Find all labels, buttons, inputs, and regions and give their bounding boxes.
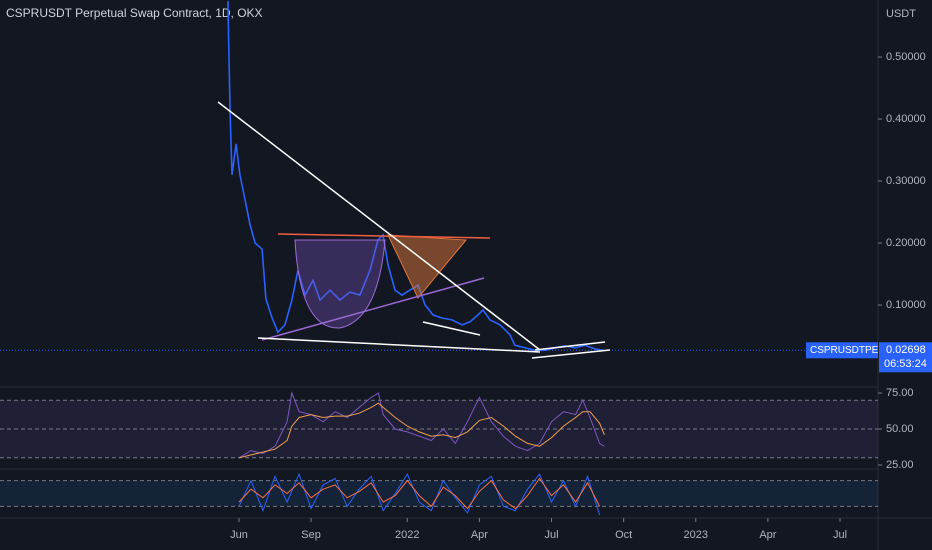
trend-line bbox=[531, 349, 611, 359]
y-tick-label: 0.30000 bbox=[886, 175, 926, 187]
trend-line bbox=[261, 277, 485, 341]
x-tick-label: 2023 bbox=[684, 529, 708, 541]
x-tick-label: Jun bbox=[230, 529, 248, 541]
y-tick-label: 0.20000 bbox=[886, 237, 926, 249]
x-tick-label: Apr bbox=[471, 529, 488, 541]
x-tick-label: Oct bbox=[615, 529, 632, 541]
series-line bbox=[238, 391, 605, 459]
trend-line bbox=[217, 101, 541, 351]
series-line bbox=[238, 402, 605, 459]
series-line bbox=[227, 1, 605, 352]
y-tick-label: 0.50000 bbox=[886, 51, 926, 63]
trend-line bbox=[257, 337, 541, 353]
resistance-line bbox=[277, 233, 491, 239]
x-tick-label: Jul bbox=[544, 529, 558, 541]
countdown-label: 06:53:24 bbox=[884, 358, 927, 370]
unit-label: USDT bbox=[886, 8, 916, 20]
x-tick-label: Jul bbox=[833, 529, 847, 541]
symbol-tag bbox=[806, 342, 878, 359]
x-tick-label: Apr bbox=[759, 529, 776, 541]
series-line bbox=[238, 477, 601, 510]
drawings bbox=[217, 101, 611, 359]
x-tick-label: Sep bbox=[301, 529, 321, 541]
symbol-label: CSPRUSDTPERP bbox=[810, 345, 893, 356]
y-tick-label: 0.40000 bbox=[886, 113, 926, 125]
price-tag bbox=[879, 342, 932, 373]
rsi-band bbox=[0, 400, 878, 458]
trend-line bbox=[422, 321, 481, 336]
series-line bbox=[238, 472, 601, 515]
cup-drawing bbox=[294, 239, 386, 329]
y-tick-label: 0.10000 bbox=[886, 299, 926, 311]
last-price-label: 0.02698 bbox=[886, 344, 926, 356]
trend-line bbox=[534, 341, 606, 351]
y-tick-label: 75.00 bbox=[886, 387, 914, 399]
chart-title: CSPRUSDT Perpetual Swap Contract, 1D, OK… bbox=[6, 6, 263, 20]
y-tick-label: 25.00 bbox=[886, 459, 914, 471]
y-tick-label: 50.00 bbox=[886, 423, 914, 435]
x-tick-label: 2022 bbox=[395, 529, 419, 541]
